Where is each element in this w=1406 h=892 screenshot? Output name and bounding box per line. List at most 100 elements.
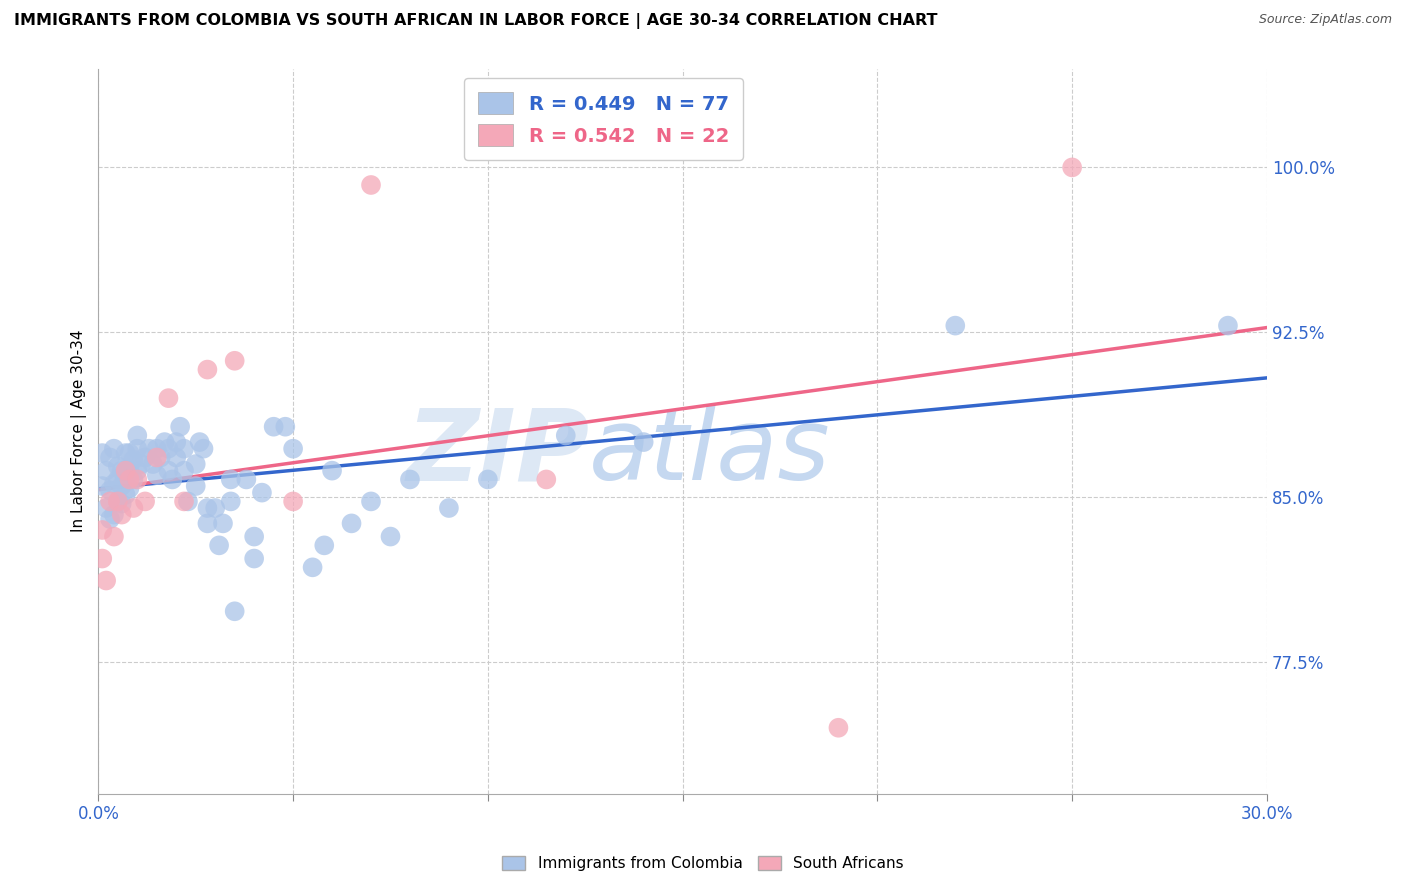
Point — [184, 479, 207, 493]
Point — [111, 497, 134, 511]
Point — [169, 419, 191, 434]
Point — [380, 530, 402, 544]
Point — [437, 501, 460, 516]
Point — [554, 428, 576, 442]
Point — [360, 494, 382, 508]
Point — [281, 442, 304, 456]
Point — [114, 464, 136, 478]
Point — [98, 450, 121, 465]
Point — [118, 446, 141, 460]
Text: ZIP: ZIP — [406, 404, 589, 501]
Point — [153, 435, 176, 450]
Point — [134, 494, 156, 508]
Point — [114, 446, 136, 460]
Point — [212, 516, 235, 531]
Point — [314, 538, 336, 552]
Point — [146, 468, 169, 483]
Text: atlas: atlas — [589, 404, 831, 501]
Point — [91, 551, 114, 566]
Point — [360, 178, 382, 192]
Point — [111, 508, 134, 522]
Point — [219, 472, 242, 486]
Point — [633, 435, 655, 450]
Point — [94, 464, 117, 478]
Point — [103, 508, 125, 522]
Y-axis label: In Labor Force | Age 30-34: In Labor Force | Age 30-34 — [72, 330, 87, 533]
Point — [138, 442, 160, 456]
Point — [122, 452, 145, 467]
Point — [165, 450, 187, 465]
Point — [94, 501, 117, 516]
Point — [127, 428, 149, 442]
Point — [274, 419, 297, 434]
Point — [111, 479, 134, 493]
Point — [98, 494, 121, 508]
Point — [235, 472, 257, 486]
Point — [184, 457, 207, 471]
Text: IMMIGRANTS FROM COLOMBIA VS SOUTH AFRICAN IN LABOR FORCE | AGE 30-34 CORRELATION: IMMIGRANTS FROM COLOMBIA VS SOUTH AFRICA… — [14, 13, 938, 29]
Point — [114, 464, 136, 478]
Point — [98, 512, 121, 526]
Point — [91, 446, 114, 460]
Point — [177, 494, 200, 508]
Point — [146, 442, 169, 456]
Point — [208, 538, 231, 552]
Point — [1216, 318, 1239, 333]
Point — [321, 464, 343, 478]
Point — [118, 472, 141, 486]
Point — [173, 464, 195, 478]
Point — [162, 472, 184, 486]
Point — [146, 450, 169, 465]
Point — [477, 472, 499, 486]
Point — [165, 435, 187, 450]
Text: Source: ZipAtlas.com: Source: ZipAtlas.com — [1258, 13, 1392, 27]
Point — [107, 494, 129, 508]
Point — [173, 494, 195, 508]
Point — [188, 435, 211, 450]
Point — [157, 464, 180, 478]
Point — [127, 442, 149, 456]
Point — [399, 472, 422, 486]
Point — [281, 494, 304, 508]
Point — [197, 501, 219, 516]
Point — [157, 391, 180, 405]
Point — [107, 494, 129, 508]
Point — [173, 442, 195, 456]
Point — [340, 516, 363, 531]
Point — [943, 318, 966, 333]
Point — [197, 516, 219, 531]
Point — [827, 721, 849, 735]
Point — [118, 464, 141, 478]
Point — [536, 472, 558, 486]
Point — [301, 560, 323, 574]
Point — [197, 362, 219, 376]
Point — [118, 481, 141, 495]
Point — [91, 479, 114, 493]
Point — [224, 353, 246, 368]
Point — [107, 459, 129, 474]
Point — [127, 464, 149, 478]
Point — [114, 488, 136, 502]
Legend: R = 0.449   N = 77, R = 0.542   N = 22: R = 0.449 N = 77, R = 0.542 N = 22 — [464, 78, 742, 160]
Point — [204, 501, 226, 516]
Point — [94, 574, 117, 588]
Point — [219, 494, 242, 508]
Point — [250, 485, 273, 500]
Point — [111, 464, 134, 478]
Point — [122, 472, 145, 486]
Point — [149, 450, 172, 465]
Point — [142, 457, 165, 471]
Point — [134, 450, 156, 465]
Point — [263, 419, 285, 434]
Point — [103, 476, 125, 491]
Point — [127, 472, 149, 486]
Point — [103, 442, 125, 456]
Point — [157, 442, 180, 456]
Point — [91, 523, 114, 537]
Point — [243, 551, 266, 566]
Point — [114, 472, 136, 486]
Point — [129, 457, 152, 471]
Legend: Immigrants from Colombia, South Africans: Immigrants from Colombia, South Africans — [496, 850, 910, 877]
Point — [1062, 161, 1084, 175]
Point — [243, 530, 266, 544]
